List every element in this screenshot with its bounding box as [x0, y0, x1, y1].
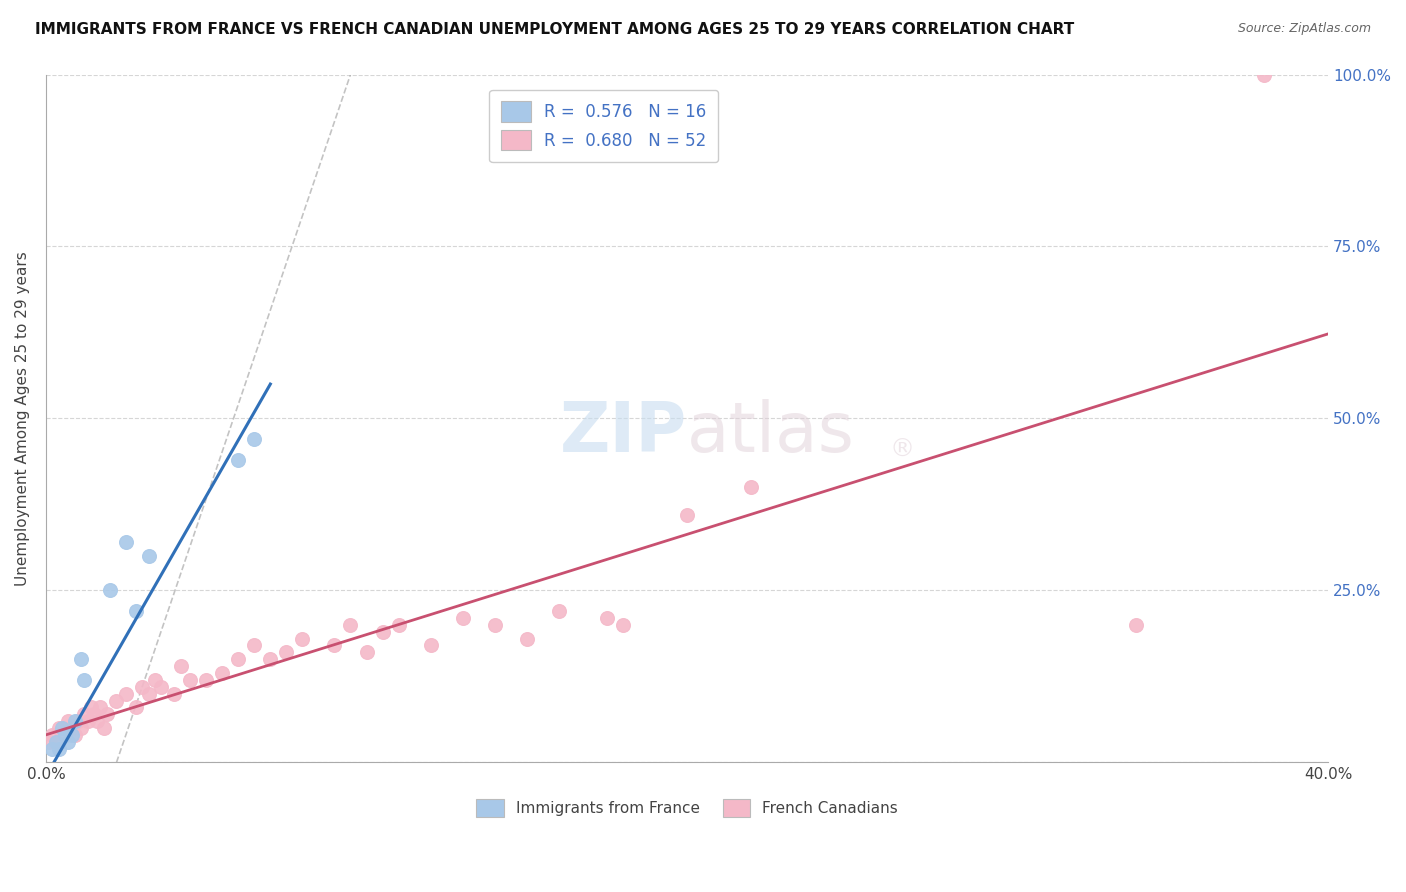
Point — [195, 673, 218, 687]
Point — [131, 680, 153, 694]
Point — [80, 700, 103, 714]
Point — [243, 432, 266, 446]
Point — [93, 721, 115, 735]
Point — [259, 652, 281, 666]
Point — [53, 728, 76, 742]
Point — [125, 604, 148, 618]
Point — [484, 618, 506, 632]
Point — [339, 618, 361, 632]
Point — [169, 659, 191, 673]
Point — [516, 632, 538, 646]
Point — [138, 549, 160, 563]
Point — [1125, 618, 1147, 632]
Point — [115, 535, 138, 549]
Point — [70, 721, 93, 735]
Point — [53, 728, 76, 742]
Point — [38, 735, 60, 749]
Point — [179, 673, 201, 687]
Point — [211, 665, 233, 680]
Point — [612, 618, 634, 632]
Point — [96, 707, 118, 722]
Y-axis label: Unemployment Among Ages 25 to 29 years: Unemployment Among Ages 25 to 29 years — [15, 252, 30, 586]
Point — [276, 645, 298, 659]
Point — [150, 680, 173, 694]
Point — [51, 721, 73, 735]
Point — [63, 714, 86, 728]
Point — [60, 728, 83, 742]
Point — [740, 480, 762, 494]
Point — [48, 721, 70, 735]
Point — [1253, 68, 1275, 82]
Point — [41, 728, 63, 742]
Point — [323, 639, 346, 653]
Point — [73, 673, 96, 687]
Point — [98, 583, 121, 598]
Point — [45, 735, 67, 749]
Point — [70, 652, 93, 666]
Point — [451, 611, 474, 625]
Point — [58, 714, 80, 728]
Point — [676, 508, 699, 522]
Point — [419, 639, 441, 653]
Point — [86, 714, 108, 728]
Text: IMMIGRANTS FROM FRANCE VS FRENCH CANADIAN UNEMPLOYMENT AMONG AGES 25 TO 29 YEARS: IMMIGRANTS FROM FRANCE VS FRENCH CANADIA… — [35, 22, 1074, 37]
Point — [45, 735, 67, 749]
Point — [163, 687, 186, 701]
Point — [226, 652, 249, 666]
Point — [66, 714, 89, 728]
Point — [243, 639, 266, 653]
Point — [291, 632, 314, 646]
Point — [115, 687, 138, 701]
Point — [371, 624, 394, 639]
Point — [547, 604, 569, 618]
Point — [83, 707, 105, 722]
Point — [73, 707, 96, 722]
Text: Source: ZipAtlas.com: Source: ZipAtlas.com — [1237, 22, 1371, 36]
Point — [58, 735, 80, 749]
Point — [125, 700, 148, 714]
Text: ZIP: ZIP — [560, 399, 688, 466]
Point — [60, 721, 83, 735]
Point — [76, 714, 98, 728]
Text: atlas: atlas — [688, 399, 855, 466]
Point — [387, 618, 409, 632]
Point — [89, 700, 111, 714]
Point — [51, 721, 73, 735]
Point — [596, 611, 619, 625]
Point — [48, 741, 70, 756]
Point — [63, 728, 86, 742]
Point — [226, 452, 249, 467]
Legend: Immigrants from France, French Canadians: Immigrants from France, French Canadians — [470, 793, 904, 823]
Point — [143, 673, 166, 687]
Point — [138, 687, 160, 701]
Point — [41, 741, 63, 756]
Point — [105, 693, 128, 707]
Text: ®: ® — [890, 437, 915, 461]
Point — [356, 645, 378, 659]
